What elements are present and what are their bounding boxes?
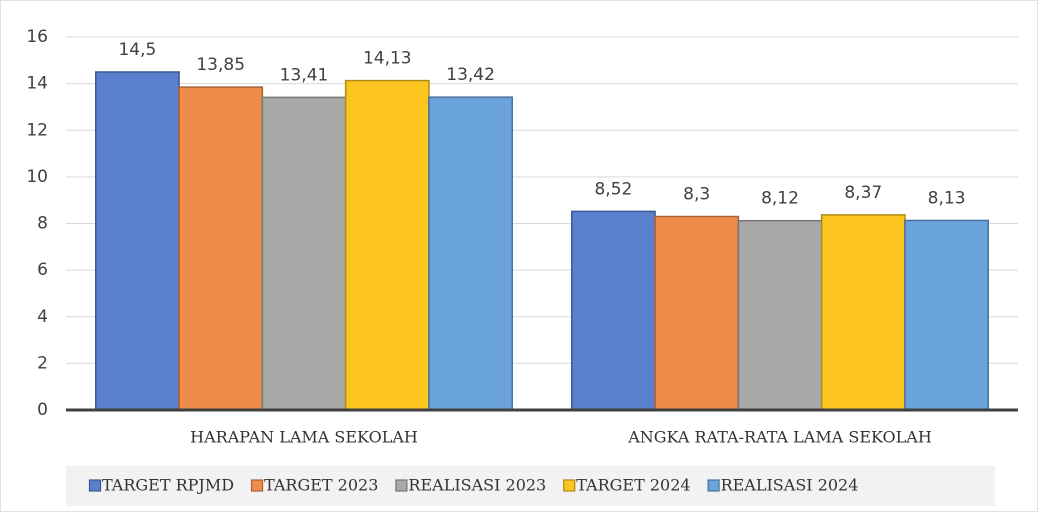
legend-label: TARGET 2023 [264, 476, 378, 495]
legend-label: REALISASI 2023 [408, 476, 546, 495]
bar [178, 86, 264, 411]
y-tick-label: 0 [37, 400, 48, 420]
bar [737, 219, 823, 411]
bar [428, 96, 514, 411]
data-label: 8,13 [928, 188, 966, 208]
data-label: 8,37 [844, 183, 882, 203]
legend-label: TARGET 2024 [576, 476, 690, 495]
bar [820, 214, 906, 411]
data-label: 13,41 [280, 65, 329, 85]
y-tick-label: 8 [37, 214, 48, 234]
legend-label: TARGET RPJMD [102, 476, 234, 495]
data-label: 8,12 [761, 189, 799, 209]
data-label: 13,85 [196, 55, 245, 75]
legend-swatch [88, 479, 102, 492]
bar [344, 79, 430, 411]
data-label: 14,13 [363, 49, 412, 69]
legend-label: REALISASI 2024 [721, 476, 859, 495]
bar [261, 96, 347, 411]
bar [571, 210, 656, 411]
bar [904, 219, 990, 411]
y-tick-label: 2 [37, 353, 48, 373]
data-label: 13,42 [446, 65, 495, 85]
legend-swatch [563, 479, 576, 492]
y-tick-label: 12 [26, 120, 48, 140]
x-tick-label: HARAPAN LAMA SEKOLAH [190, 428, 418, 447]
legend-swatch [395, 479, 408, 492]
data-label: 14,5 [118, 40, 156, 60]
x-tick-label: ANGKA RATA-RATA LAMA SEKOLAH [627, 428, 932, 447]
y-tick-label: 10 [26, 167, 48, 187]
bar [654, 215, 740, 411]
bar [95, 71, 180, 411]
legend-swatch [707, 479, 720, 492]
y-tick-label: 4 [37, 307, 48, 327]
y-tick-label: 16 [26, 27, 48, 47]
y-tick-label: 6 [37, 260, 48, 280]
legend-box [66, 466, 995, 506]
y-tick-label: 14 [26, 74, 48, 94]
data-label: 8,3 [683, 185, 710, 205]
data-label: 8,52 [594, 179, 632, 199]
legend-swatch [250, 479, 264, 492]
